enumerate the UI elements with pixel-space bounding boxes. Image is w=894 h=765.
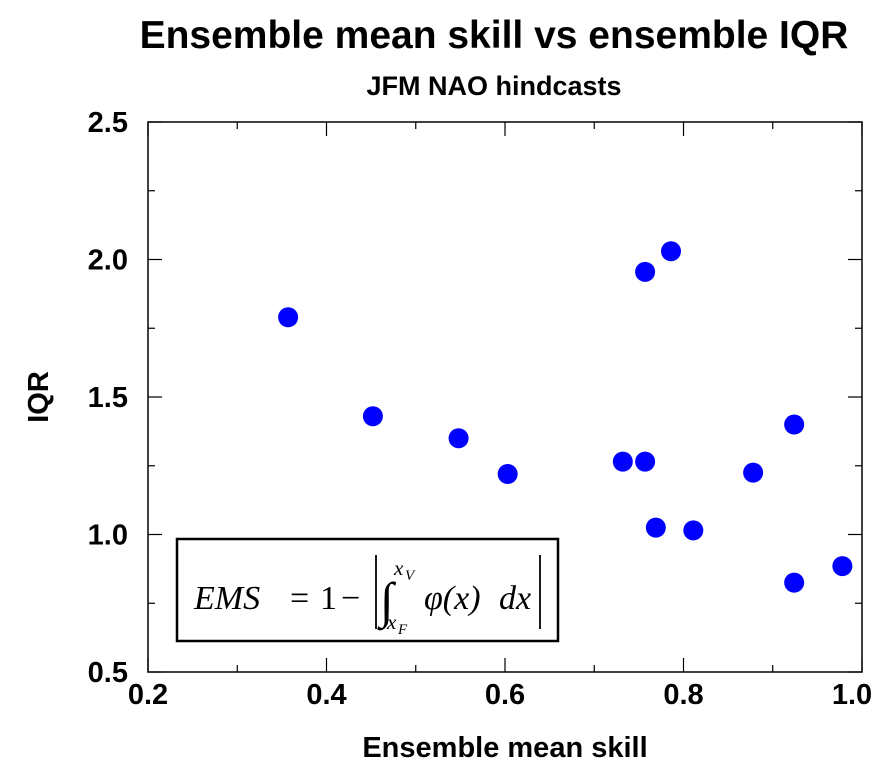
formula-one: 1 <box>320 580 337 617</box>
data-point <box>784 572 805 593</box>
y-tick-label: 1.5 <box>88 382 128 414</box>
formula-integrand: φ(x) <box>424 580 481 617</box>
x-tick-label: 0.8 <box>663 679 703 711</box>
x-tick-label: 1.0 <box>832 679 872 711</box>
x-tick-labels: 0.2 0.4 0.6 0.8 1.0 <box>128 679 872 711</box>
data-point <box>362 406 383 427</box>
formula-lhs: EMS <box>193 580 260 617</box>
formula-integral: ∫ <box>377 572 397 631</box>
formula-box <box>175 537 560 643</box>
x-tick-label: 0.6 <box>485 679 525 711</box>
axis-ticks <box>147 121 863 673</box>
chart-title: Ensemble mean skill vs ensemble IQR <box>140 14 849 57</box>
data-point <box>448 428 469 449</box>
data-point <box>784 414 805 435</box>
data-point <box>661 241 682 262</box>
x-tick-label: 0.4 <box>306 679 346 711</box>
y-tick-label: 2.0 <box>88 245 128 277</box>
data-point <box>497 464 518 484</box>
lower-limit-sub: F <box>397 622 408 638</box>
data-point <box>612 451 633 472</box>
data-point <box>683 520 704 541</box>
formula-differential: dx <box>499 580 531 617</box>
x-tick-label: 0.2 <box>128 679 168 711</box>
lower-limit: x <box>386 610 397 634</box>
y-axis-label: IQR <box>23 371 55 423</box>
y-tick-label: 0.5 <box>88 657 128 689</box>
upper-limit: x <box>393 556 404 580</box>
data-point <box>832 556 853 577</box>
y-tick-label: 1.0 <box>88 520 128 552</box>
x-axis-label: Ensemble mean skill <box>362 732 647 764</box>
data-point <box>645 517 666 538</box>
y-tick-labels: 0.5 1.0 1.5 2.0 2.5 <box>88 107 128 689</box>
formula-annotation: EMS = 1 − ∫ x V x F φ(x) dx <box>175 537 560 643</box>
formula-minus: − <box>341 580 360 617</box>
upper-limit-sub: V <box>405 568 416 584</box>
data-point <box>743 462 764 483</box>
data-point <box>635 261 656 282</box>
data-point <box>278 307 299 328</box>
chart-subtitle: JFM NAO hindcasts <box>366 71 621 101</box>
y-tick-label: 2.5 <box>88 107 128 139</box>
scatter-points <box>278 241 853 593</box>
formula-equals: = <box>290 580 309 617</box>
data-point <box>635 451 656 472</box>
